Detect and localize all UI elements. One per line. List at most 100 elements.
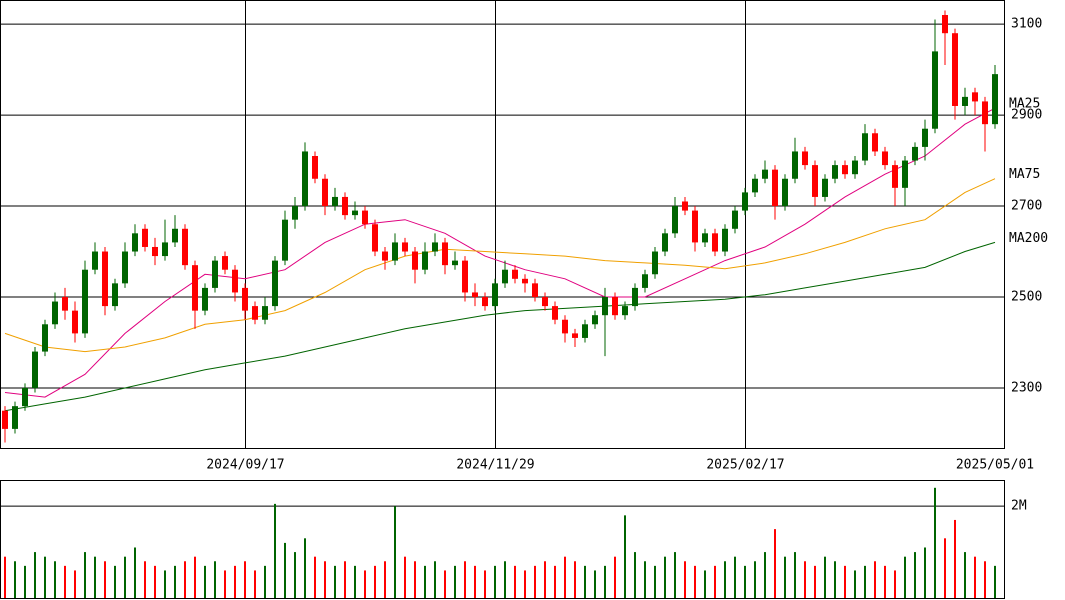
candle-body <box>812 165 818 197</box>
candle-body <box>272 260 278 307</box>
volume-bar <box>644 561 646 598</box>
ma-label: MA25 <box>1009 97 1040 112</box>
volume-bar <box>734 556 736 598</box>
candle-body <box>872 133 878 152</box>
candle-body <box>2 410 8 429</box>
volume-bar <box>524 570 526 598</box>
candle-body <box>782 178 788 207</box>
candle-body <box>662 233 668 252</box>
volume-bar <box>934 487 936 598</box>
candle-body <box>142 228 148 247</box>
candle-body <box>202 287 208 311</box>
candle-body <box>562 319 568 334</box>
ma-label: MA200 <box>1009 231 1048 246</box>
candle-body <box>452 260 458 266</box>
candle-body <box>422 251 428 270</box>
candle-body <box>52 301 58 325</box>
volume-bar <box>704 570 706 598</box>
candle-body <box>32 351 38 388</box>
y-tick-label: 2M <box>1011 499 1027 514</box>
candle-body <box>712 233 718 252</box>
volume-bar <box>104 561 106 598</box>
volume-bar <box>324 561 326 598</box>
candle-body <box>282 219 288 261</box>
volume-bar <box>764 552 766 598</box>
volume-bar <box>904 556 906 598</box>
volume-bar <box>564 556 566 598</box>
x-tick-label: 2024/11/29 <box>456 458 534 473</box>
candle-body <box>542 296 548 307</box>
candle-body <box>612 296 618 316</box>
volume-bar <box>984 561 986 598</box>
candle-body <box>972 92 978 102</box>
candle-body <box>102 251 108 307</box>
candle-body <box>682 201 688 211</box>
candle-body <box>162 242 168 257</box>
volume-bar <box>474 565 476 598</box>
candle-body <box>742 192 748 211</box>
ma-label: MA75 <box>1009 167 1040 182</box>
moving-average-line <box>4 241 996 412</box>
volume-bar <box>834 561 836 598</box>
candle-body <box>212 260 218 288</box>
volume-bar <box>664 556 666 598</box>
candle-body <box>962 96 968 106</box>
candle-body <box>842 165 848 175</box>
volume-bar <box>214 561 216 598</box>
candle-body <box>92 251 98 270</box>
volume-bar <box>424 565 426 598</box>
candle-body <box>72 310 78 334</box>
volume-bar <box>874 561 876 598</box>
candle-body <box>242 287 248 311</box>
candle-body <box>442 242 448 266</box>
volume-bar <box>34 552 36 598</box>
volume-bar <box>184 561 186 598</box>
candle-body <box>672 206 678 234</box>
candle-body <box>912 146 918 161</box>
volume-bar <box>974 556 976 598</box>
volume-bar <box>674 552 676 598</box>
candle-body <box>992 74 998 125</box>
candle-body <box>512 269 518 279</box>
x-tick-label: 2025/05/01 <box>956 458 1034 473</box>
volume-bar <box>924 547 926 598</box>
volume-bar <box>554 565 556 598</box>
candle-body <box>982 101 988 125</box>
volume-bar <box>684 561 686 598</box>
candle-body <box>772 169 778 207</box>
candle-body <box>862 133 868 161</box>
candle-body <box>152 246 158 257</box>
volume-bar <box>54 561 56 598</box>
volume-bar <box>774 529 776 598</box>
volume-bar <box>604 565 606 598</box>
volume-bar <box>224 570 226 598</box>
volume-bar <box>334 565 336 598</box>
volume-bar <box>4 556 6 598</box>
candle-body <box>412 251 418 270</box>
volume-bar <box>724 561 726 598</box>
volume-bar <box>384 561 386 598</box>
volume-bar <box>944 538 946 598</box>
candle-body <box>822 178 828 197</box>
candle-body <box>312 156 318 179</box>
volume-bar <box>914 552 916 598</box>
candle-body <box>382 251 388 261</box>
candle-body <box>532 283 538 297</box>
volume-bar <box>304 538 306 598</box>
volume-bar <box>344 561 346 598</box>
volume-bar <box>714 565 716 598</box>
candle-body <box>12 406 18 429</box>
volume-bar <box>864 565 866 598</box>
volume-bar <box>594 570 596 598</box>
volume-bar <box>84 552 86 598</box>
volume-bar <box>254 570 256 598</box>
candle-body <box>392 242 398 261</box>
volume-bar <box>204 565 206 598</box>
y-tick-label: 2300 <box>1011 380 1042 395</box>
candle-body <box>432 242 438 252</box>
volume-bar <box>434 561 436 598</box>
candle-body <box>222 256 228 270</box>
volume-bar <box>144 561 146 598</box>
candle-body <box>792 151 798 179</box>
